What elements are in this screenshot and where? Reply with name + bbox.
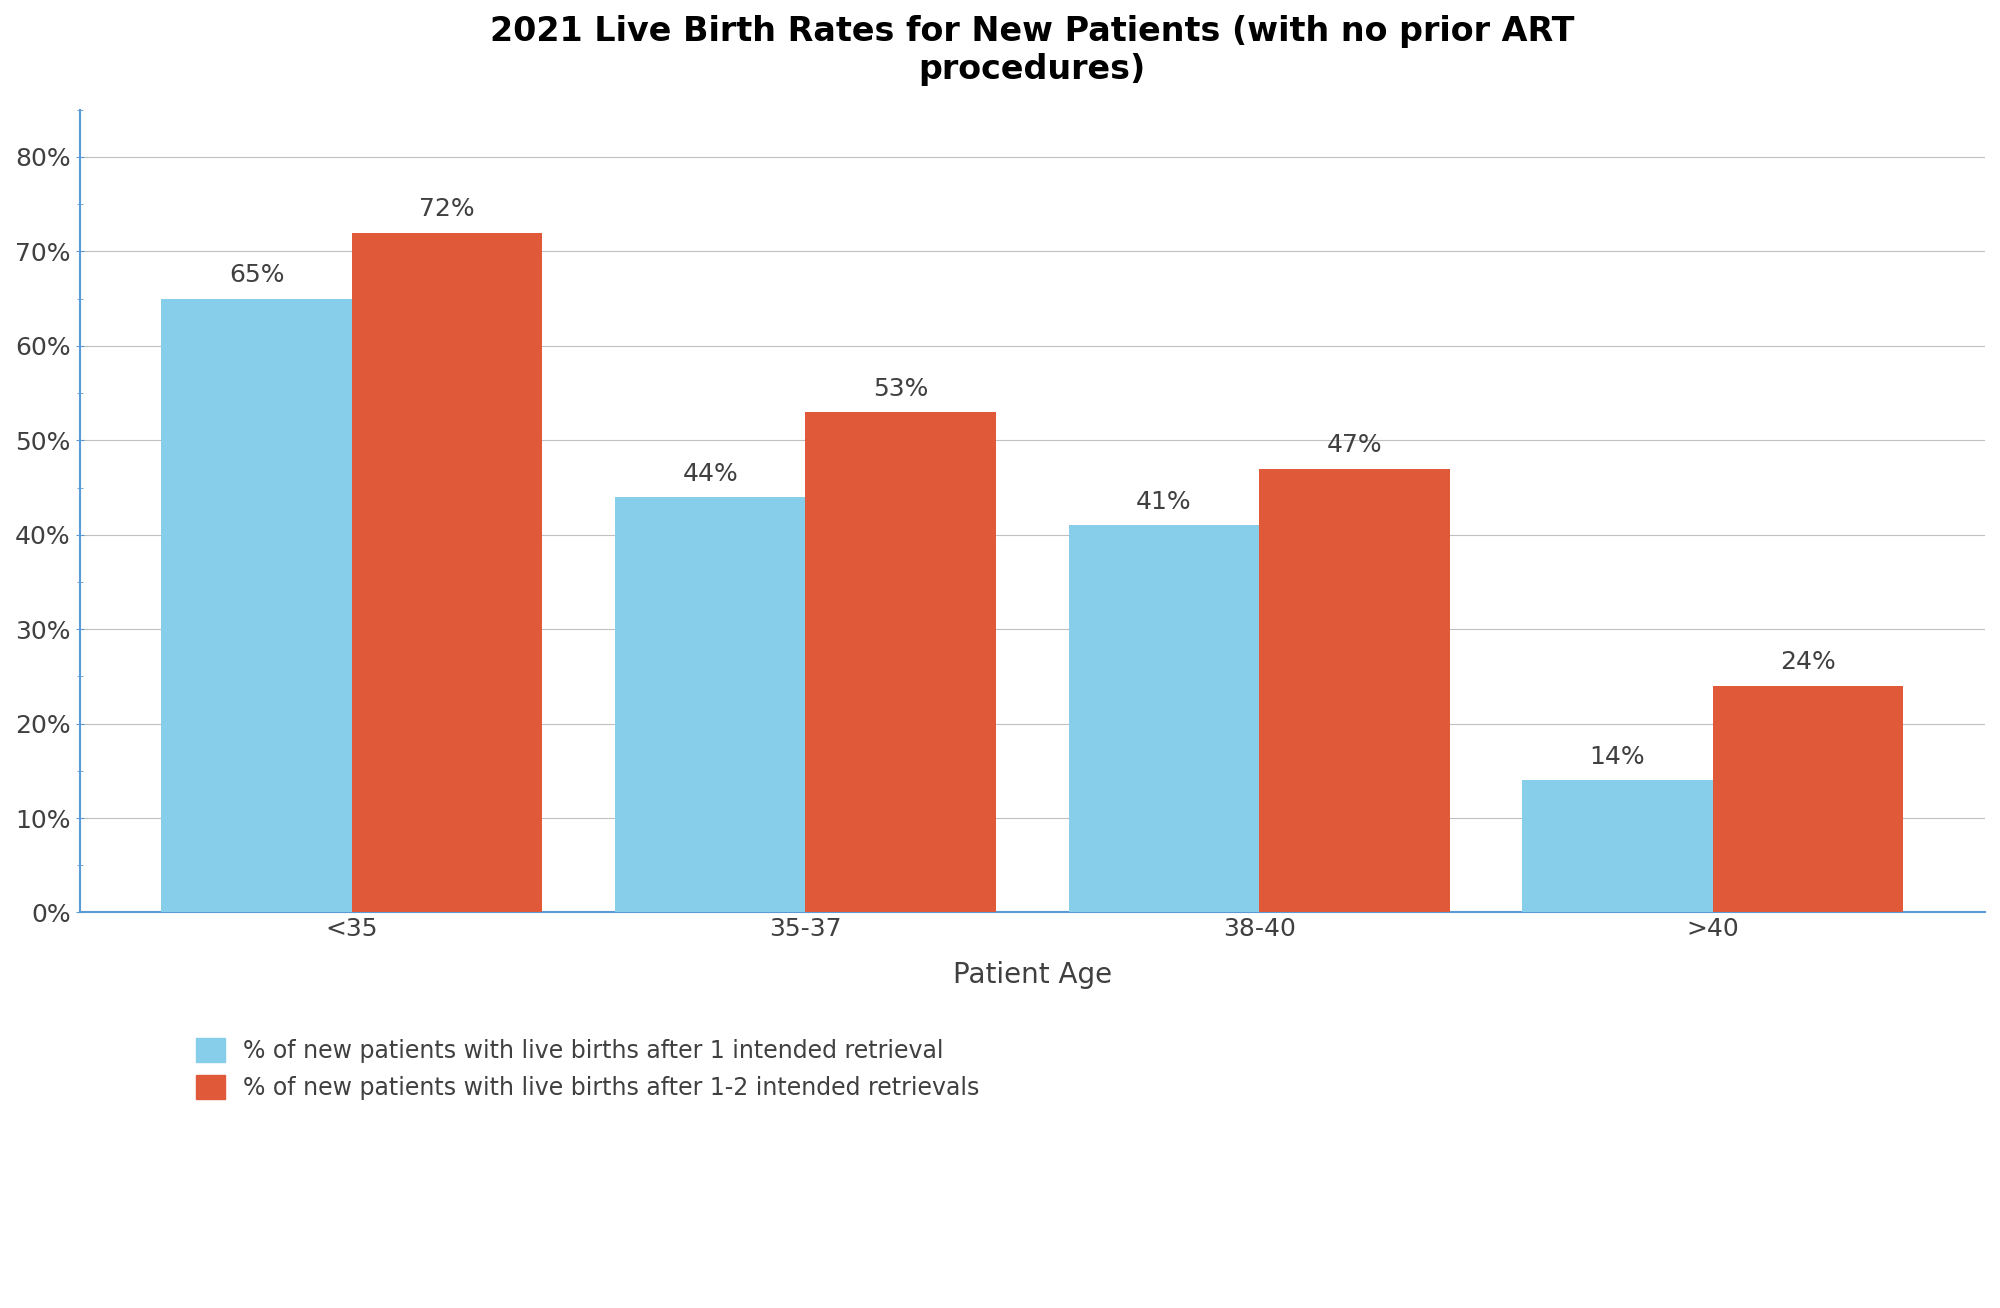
- Text: 53%: 53%: [874, 377, 928, 400]
- Bar: [806, 412, 996, 913]
- Text: 65%: 65%: [228, 263, 284, 288]
- Bar: [162, 298, 352, 913]
- Bar: [614, 497, 806, 913]
- Text: 24%: 24%: [1780, 650, 1836, 675]
- Bar: [1522, 781, 1712, 913]
- Text: 14%: 14%: [1590, 746, 1646, 769]
- Text: 41%: 41%: [1136, 490, 1192, 514]
- X-axis label: Patient Age: Patient Age: [952, 961, 1112, 989]
- Bar: [1712, 685, 1904, 913]
- Bar: [352, 233, 542, 913]
- Bar: [1260, 468, 1450, 913]
- Text: 72%: 72%: [420, 198, 474, 221]
- Title: 2021 Live Birth Rates for New Patients (with no prior ART
procedures): 2021 Live Birth Rates for New Patients (…: [490, 14, 1574, 86]
- Legend: % of new patients with live births after 1 intended retrieval, % of new patients: % of new patients with live births after…: [186, 1028, 990, 1109]
- Text: 47%: 47%: [1326, 433, 1382, 458]
- Bar: [1068, 526, 1260, 913]
- Text: 44%: 44%: [682, 462, 738, 485]
